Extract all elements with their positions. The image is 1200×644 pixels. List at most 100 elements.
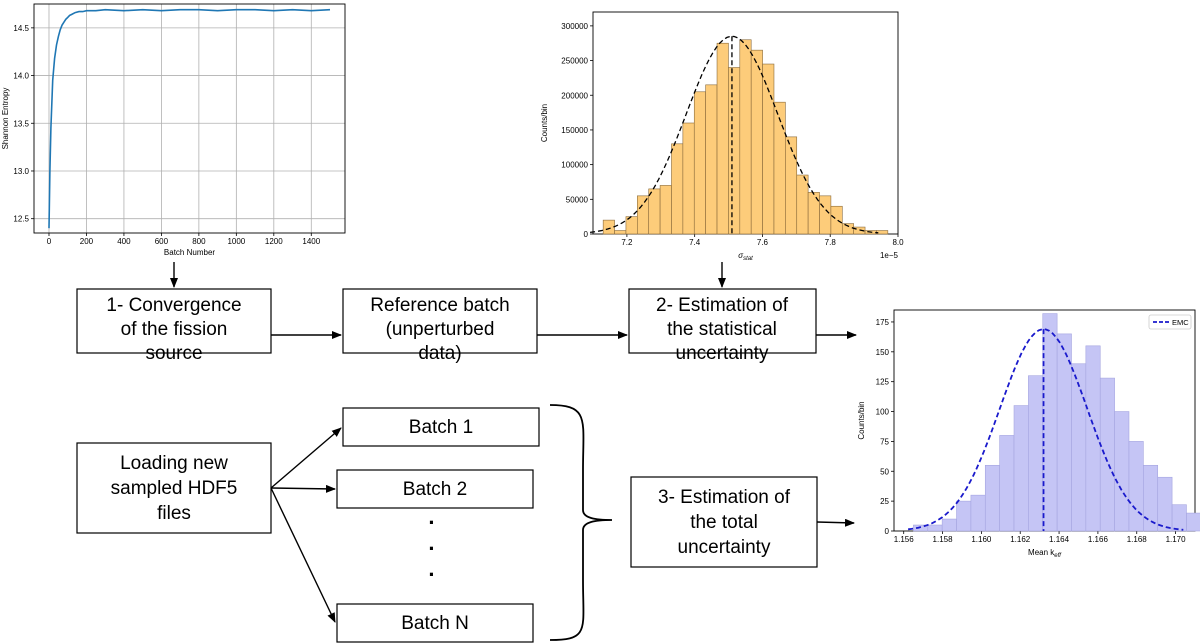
- histogram-bar: [728, 67, 741, 235]
- histogram-bar: [841, 223, 854, 235]
- statistical-line-1: 2- Estimation of: [656, 295, 789, 316]
- x-tick-label: 1.168: [1127, 535, 1148, 544]
- loading-line-3: files: [157, 503, 191, 524]
- connector-arrows: [170, 262, 857, 623]
- statistical-uncertainty-box: 2- Estimation of the statistical uncerta…: [628, 288, 817, 364]
- y-tick-label: 0: [584, 230, 589, 239]
- y-tick-label: 125: [876, 378, 890, 387]
- x-axis-label-subscript: eff: [1054, 553, 1062, 559]
- histogram-bar: [773, 101, 786, 235]
- histogram-bar: [739, 39, 752, 235]
- ellipsis-dot-3: ·: [428, 562, 435, 587]
- histogram-bar: [602, 219, 615, 235]
- x-axis-label: Batch Number: [164, 248, 215, 257]
- batches-curly-brace: [549, 404, 613, 641]
- y-tick-label: 13.5: [13, 119, 29, 128]
- x-tick-label: 1400: [302, 237, 320, 246]
- keff-histogram: 1.156 1.158 1.160 1.162 1.164 1.166 1.168 1.170…: [857, 309, 1200, 559]
- y-axis-label: Counts/bin: [857, 401, 866, 439]
- x-tick-label: 400: [117, 237, 131, 246]
- histogram-bar: [819, 195, 832, 235]
- histogram-bar: [927, 524, 943, 532]
- arrow-loading-to-batch-n: [270, 487, 336, 623]
- reference-line-3: data): [418, 343, 461, 364]
- batch-2-box: Batch 2: [336, 469, 534, 509]
- batch-n-box: Batch N: [336, 603, 534, 643]
- y-tick-label: 0: [885, 527, 890, 536]
- histogram-bar: [716, 42, 729, 235]
- x-tick-label: 1.164: [1049, 535, 1070, 544]
- histogram-bar: [648, 188, 661, 235]
- loading-line-2: sampled HDF5: [111, 478, 238, 499]
- y-tick-label: 25: [880, 497, 889, 506]
- histogram-bar: [956, 500, 972, 532]
- y-tick-label: 150: [876, 348, 890, 357]
- convergence-line-1: 1- Convergence: [106, 295, 241, 316]
- histogram-bar: [1013, 405, 1029, 532]
- entropy-convergence-chart: 0 200 400 600 800 1000 1200 1400 12.5 13.0 13.5 14.…: [1, 3, 346, 257]
- convergence-line-2: of the fission: [121, 319, 228, 340]
- y-tick-label: 50000: [566, 195, 589, 204]
- histogram-bar: [807, 192, 820, 235]
- y-tick-label: 13.0: [13, 167, 29, 176]
- histogram-bar: [750, 49, 763, 235]
- histogram-bar: [671, 143, 684, 235]
- histogram-bar: [1171, 504, 1187, 532]
- y-tick-label: 300000: [561, 22, 588, 31]
- x-tick-label: 800: [192, 237, 206, 246]
- x-tick-label: 7.6: [757, 238, 769, 247]
- histogram-bar: [1114, 411, 1130, 532]
- x-tick-label: 1.158: [933, 535, 954, 544]
- legend-label-emc: EMC: [1172, 318, 1189, 327]
- histogram-bar: [682, 122, 695, 235]
- x-tick-label: 1.170: [1166, 535, 1187, 544]
- y-tick-label: 200000: [561, 91, 588, 100]
- histogram-bar: [1071, 363, 1087, 532]
- histogram-bar: [637, 195, 650, 235]
- statistical-line-2: the statistical: [667, 319, 777, 340]
- x-tick-label: 1.160: [971, 535, 992, 544]
- y-tick-label: 175: [876, 318, 890, 327]
- x-axis-label-subscript: stat: [743, 256, 753, 262]
- histogram-bar: [796, 174, 809, 235]
- entropy-series-line: [48, 8, 331, 229]
- x-tick-label: 1.162: [1010, 535, 1031, 544]
- x-tick-label: 200: [80, 237, 94, 246]
- histogram-bar: [1042, 313, 1058, 532]
- x-axis-label-main: σ: [738, 251, 744, 260]
- x-tick-label: 600: [155, 237, 169, 246]
- histogram-bar: [984, 464, 1000, 532]
- arrow-loading-to-batch-1: [270, 427, 342, 489]
- x-tick-label: 8.0: [892, 238, 904, 247]
- arrow-loading-to-batch-2: [270, 484, 336, 493]
- x-tick-label: 7.2: [621, 238, 633, 247]
- legend-frame: [1148, 314, 1192, 330]
- chart-legend: EMC: [1148, 314, 1192, 330]
- batch-1-box: Batch 1: [342, 407, 540, 447]
- histogram-bar: [1143, 464, 1159, 532]
- total-uncertainty-box: 3- Estimation of the total uncertainty: [630, 476, 818, 568]
- gaussian-fit-curve: [590, 35, 879, 234]
- y-axis-label: Shannon Entropy: [1, 88, 10, 150]
- total-line-2: the total: [690, 512, 758, 533]
- histogram-bar: [941, 518, 957, 532]
- x-axis-offset-label: 1e−5: [880, 251, 899, 260]
- x-axis-label-main: Mean k: [1028, 548, 1055, 557]
- y-tick-label: 100: [876, 408, 890, 417]
- histogram-bar: [1028, 375, 1044, 532]
- x-tick-label: 7.8: [825, 238, 837, 247]
- ellipsis-dot-1: ·: [428, 510, 435, 535]
- x-tick-label: 1.156: [894, 535, 915, 544]
- histogram-bar: [970, 494, 986, 532]
- y-tick-label: 75: [880, 437, 889, 446]
- gaussian-fit-curve: [907, 328, 1184, 531]
- histogram-bar: [999, 435, 1015, 532]
- y-tick-label: 14.0: [13, 72, 29, 81]
- x-axis-label: Mean keff: [1028, 548, 1062, 559]
- histogram-bar: [693, 91, 706, 235]
- arrow-total-to-keff: [816, 518, 855, 527]
- batch-n-label: Batch N: [401, 613, 469, 634]
- x-tick-label: 1.166: [1088, 535, 1109, 544]
- y-tick-label: 100000: [561, 161, 588, 170]
- x-tick-label: 0: [47, 237, 52, 246]
